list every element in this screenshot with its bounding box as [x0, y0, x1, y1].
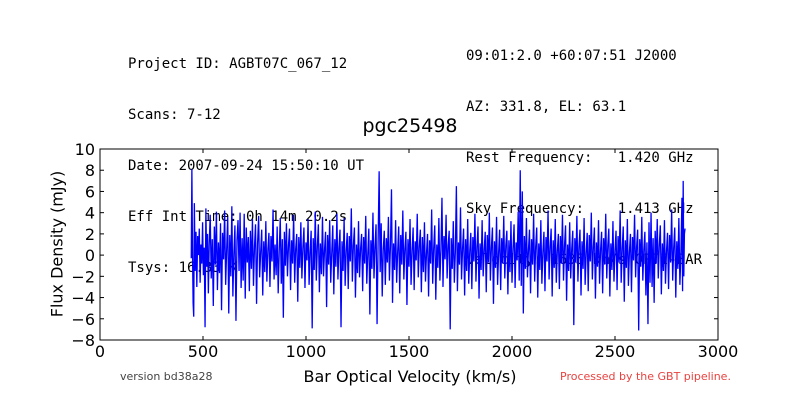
y-tick-label: 0	[85, 246, 95, 265]
rest-frequency-text: Rest Frequency: 1.420 GHz	[466, 150, 694, 166]
project-id-text: Project ID: AGBT07C_067_12	[128, 56, 348, 72]
flux-series-line	[190, 169, 686, 331]
version-label: version bd38a28	[120, 370, 213, 383]
x-tick-label: 2500	[595, 342, 636, 361]
x-tick-label: 1500	[389, 342, 430, 361]
coordinates-text: 09:01:2.0 +60:07:51 J2000	[466, 48, 677, 64]
x-tick-label: 0	[95, 342, 105, 361]
x-axis-label: Bar Optical Velocity (km/s)	[303, 367, 517, 386]
y-tick-label: 2	[85, 225, 95, 244]
y-tick-label: 8	[85, 161, 95, 180]
x-tick-label: 500	[188, 342, 219, 361]
x-tick-label: 3000	[698, 342, 739, 361]
chart-title: pgc25498	[362, 115, 458, 137]
y-tick-label: −2	[71, 267, 95, 286]
y-tick-label: −4	[71, 289, 95, 308]
az-el-text: AZ: 331.8, EL: 63.1	[466, 99, 627, 115]
y-tick-label: −6	[71, 310, 95, 329]
y-tick-label: −8	[71, 331, 95, 350]
header-right-info: 09:01:2.0 +60:07:51 J2000 AZ: 331.8, EL:…	[466, 14, 702, 286]
y-tick-label: 10	[75, 140, 95, 159]
y-tick-label: 6	[85, 182, 95, 201]
y-axis-label: Flux Density (mJy)	[47, 170, 67, 318]
x-tick-label: 2000	[492, 342, 533, 361]
scans-text: Scans: 7-12	[128, 107, 221, 123]
x-tick-label: 1000	[286, 342, 327, 361]
y-tick-label: 4	[85, 204, 95, 223]
date-text: Date: 2007-09-24 15:50:10 UT	[128, 158, 365, 174]
pipeline-credit: Processed by the GBT pipeline.	[560, 370, 731, 383]
